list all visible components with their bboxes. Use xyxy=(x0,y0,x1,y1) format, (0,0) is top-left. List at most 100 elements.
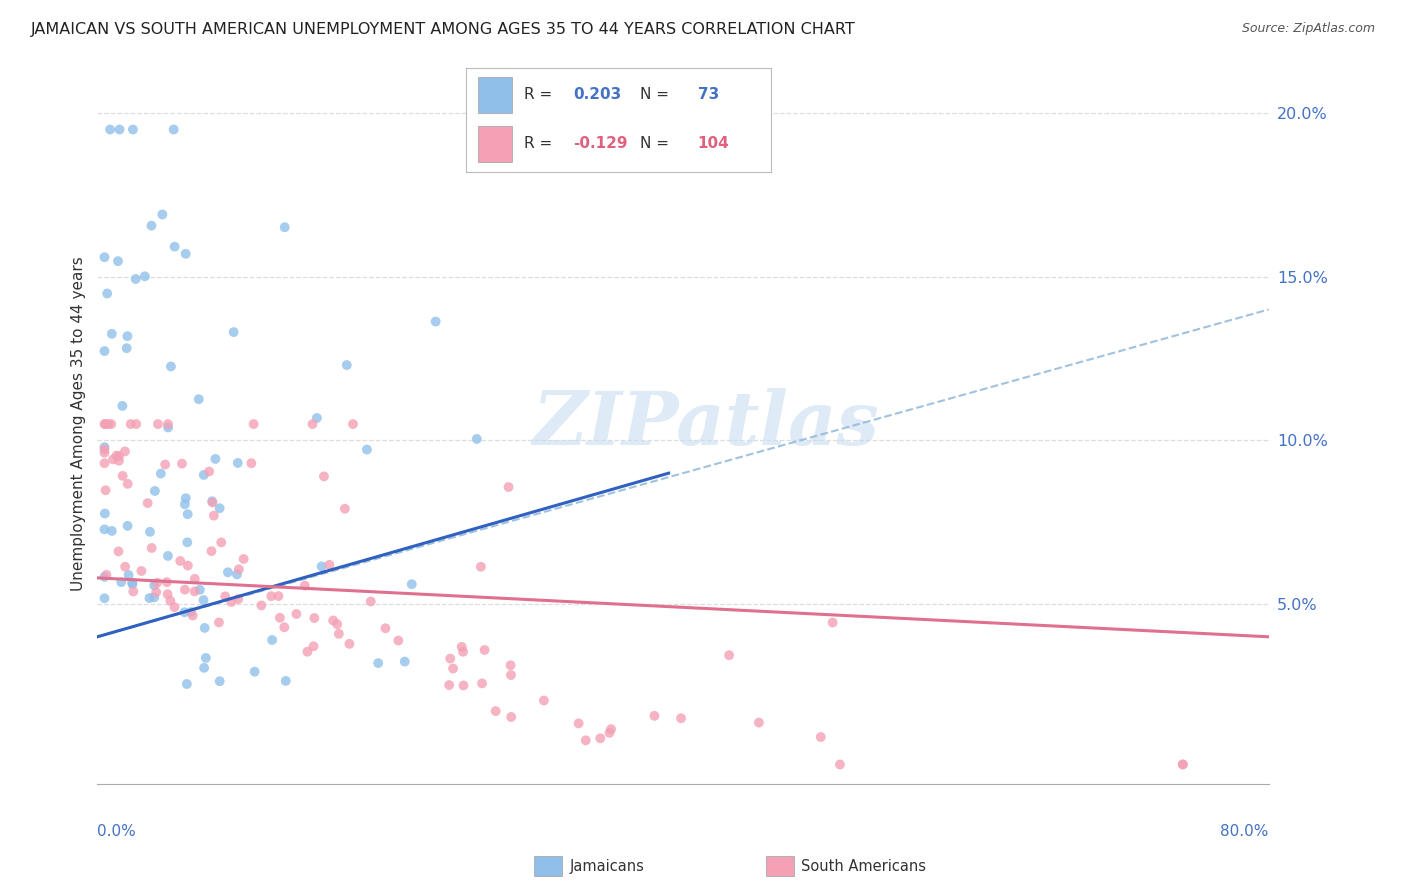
Point xyxy=(143,591,166,605)
Point xyxy=(326,617,349,632)
Point xyxy=(441,661,464,675)
Point xyxy=(250,599,273,613)
Point xyxy=(134,269,156,284)
Point xyxy=(93,440,115,454)
Point xyxy=(180,605,202,619)
Point xyxy=(122,122,145,136)
Point xyxy=(360,594,382,608)
Point xyxy=(533,693,555,707)
Point xyxy=(114,559,136,574)
Point xyxy=(474,643,496,657)
Point xyxy=(242,417,264,431)
Point xyxy=(305,411,328,425)
Point xyxy=(157,420,180,434)
Point xyxy=(160,359,183,374)
Point xyxy=(141,541,163,555)
Point xyxy=(1171,757,1194,772)
Point xyxy=(828,757,851,772)
Point xyxy=(193,467,215,482)
Point xyxy=(174,582,197,597)
Y-axis label: Unemployment Among Ages 35 to 44 years: Unemployment Among Ages 35 to 44 years xyxy=(72,257,86,591)
Point xyxy=(575,733,598,747)
Point xyxy=(304,611,326,625)
Point xyxy=(107,544,129,558)
Point xyxy=(177,508,200,522)
Point xyxy=(401,577,423,591)
Point xyxy=(174,491,197,506)
Point xyxy=(600,722,623,736)
Text: ZIPatlas: ZIPatlas xyxy=(533,388,880,460)
Point xyxy=(188,582,211,597)
Point xyxy=(240,456,263,470)
Point xyxy=(328,627,350,641)
Point xyxy=(501,710,523,724)
Point xyxy=(312,469,335,483)
Text: 0.0%: 0.0% xyxy=(97,823,136,838)
Point xyxy=(146,575,169,590)
Point xyxy=(100,417,122,431)
Point xyxy=(267,589,290,603)
Point xyxy=(117,568,139,582)
Point xyxy=(93,344,115,359)
Point xyxy=(374,621,396,635)
Point xyxy=(485,704,508,718)
Point xyxy=(339,637,361,651)
Point xyxy=(93,250,115,264)
Point xyxy=(498,480,520,494)
Point xyxy=(149,467,172,481)
Point xyxy=(145,585,167,599)
Point xyxy=(101,524,124,538)
Point xyxy=(643,709,665,723)
Point xyxy=(437,678,460,692)
Point xyxy=(465,432,488,446)
Point xyxy=(748,715,770,730)
Point xyxy=(201,494,224,508)
Point xyxy=(598,726,620,740)
Point xyxy=(214,590,236,604)
Point xyxy=(138,591,160,605)
Point xyxy=(163,122,186,136)
Point xyxy=(139,524,162,539)
Text: JAMAICAN VS SOUTH AMERICAN UNEMPLOYMENT AMONG AGES 35 TO 44 YEARS CORRELATION CH: JAMAICAN VS SOUTH AMERICAN UNEMPLOYMENT … xyxy=(31,22,856,37)
Point xyxy=(425,314,447,328)
Point xyxy=(232,552,254,566)
Point xyxy=(163,239,186,253)
Point xyxy=(96,286,118,301)
Point xyxy=(150,207,173,221)
Point xyxy=(117,329,139,343)
Point xyxy=(669,711,692,725)
Point xyxy=(174,246,197,260)
Point xyxy=(177,558,200,573)
Point xyxy=(198,465,221,479)
Point xyxy=(183,584,205,599)
Point xyxy=(181,608,204,623)
Point xyxy=(222,325,245,339)
Point xyxy=(111,399,134,413)
Point xyxy=(439,651,461,665)
Point xyxy=(470,559,492,574)
Point xyxy=(342,417,364,431)
Point xyxy=(200,544,222,558)
Point xyxy=(297,645,319,659)
Point xyxy=(301,417,323,431)
Point xyxy=(285,607,308,621)
Text: 80.0%: 80.0% xyxy=(1220,823,1268,838)
Point xyxy=(125,417,148,431)
Point xyxy=(114,444,136,458)
Point xyxy=(273,620,295,634)
Point xyxy=(94,417,117,431)
Point xyxy=(209,535,232,549)
Point xyxy=(221,595,243,609)
Point xyxy=(170,457,193,471)
Point xyxy=(169,554,191,568)
Text: South Americans: South Americans xyxy=(801,859,927,873)
Point xyxy=(228,562,250,576)
Point xyxy=(163,600,186,615)
Point xyxy=(208,615,231,630)
Point xyxy=(108,453,131,467)
Point xyxy=(217,566,239,580)
Point xyxy=(111,469,134,483)
Point xyxy=(226,592,249,607)
Point xyxy=(208,501,231,516)
Point xyxy=(93,591,115,606)
